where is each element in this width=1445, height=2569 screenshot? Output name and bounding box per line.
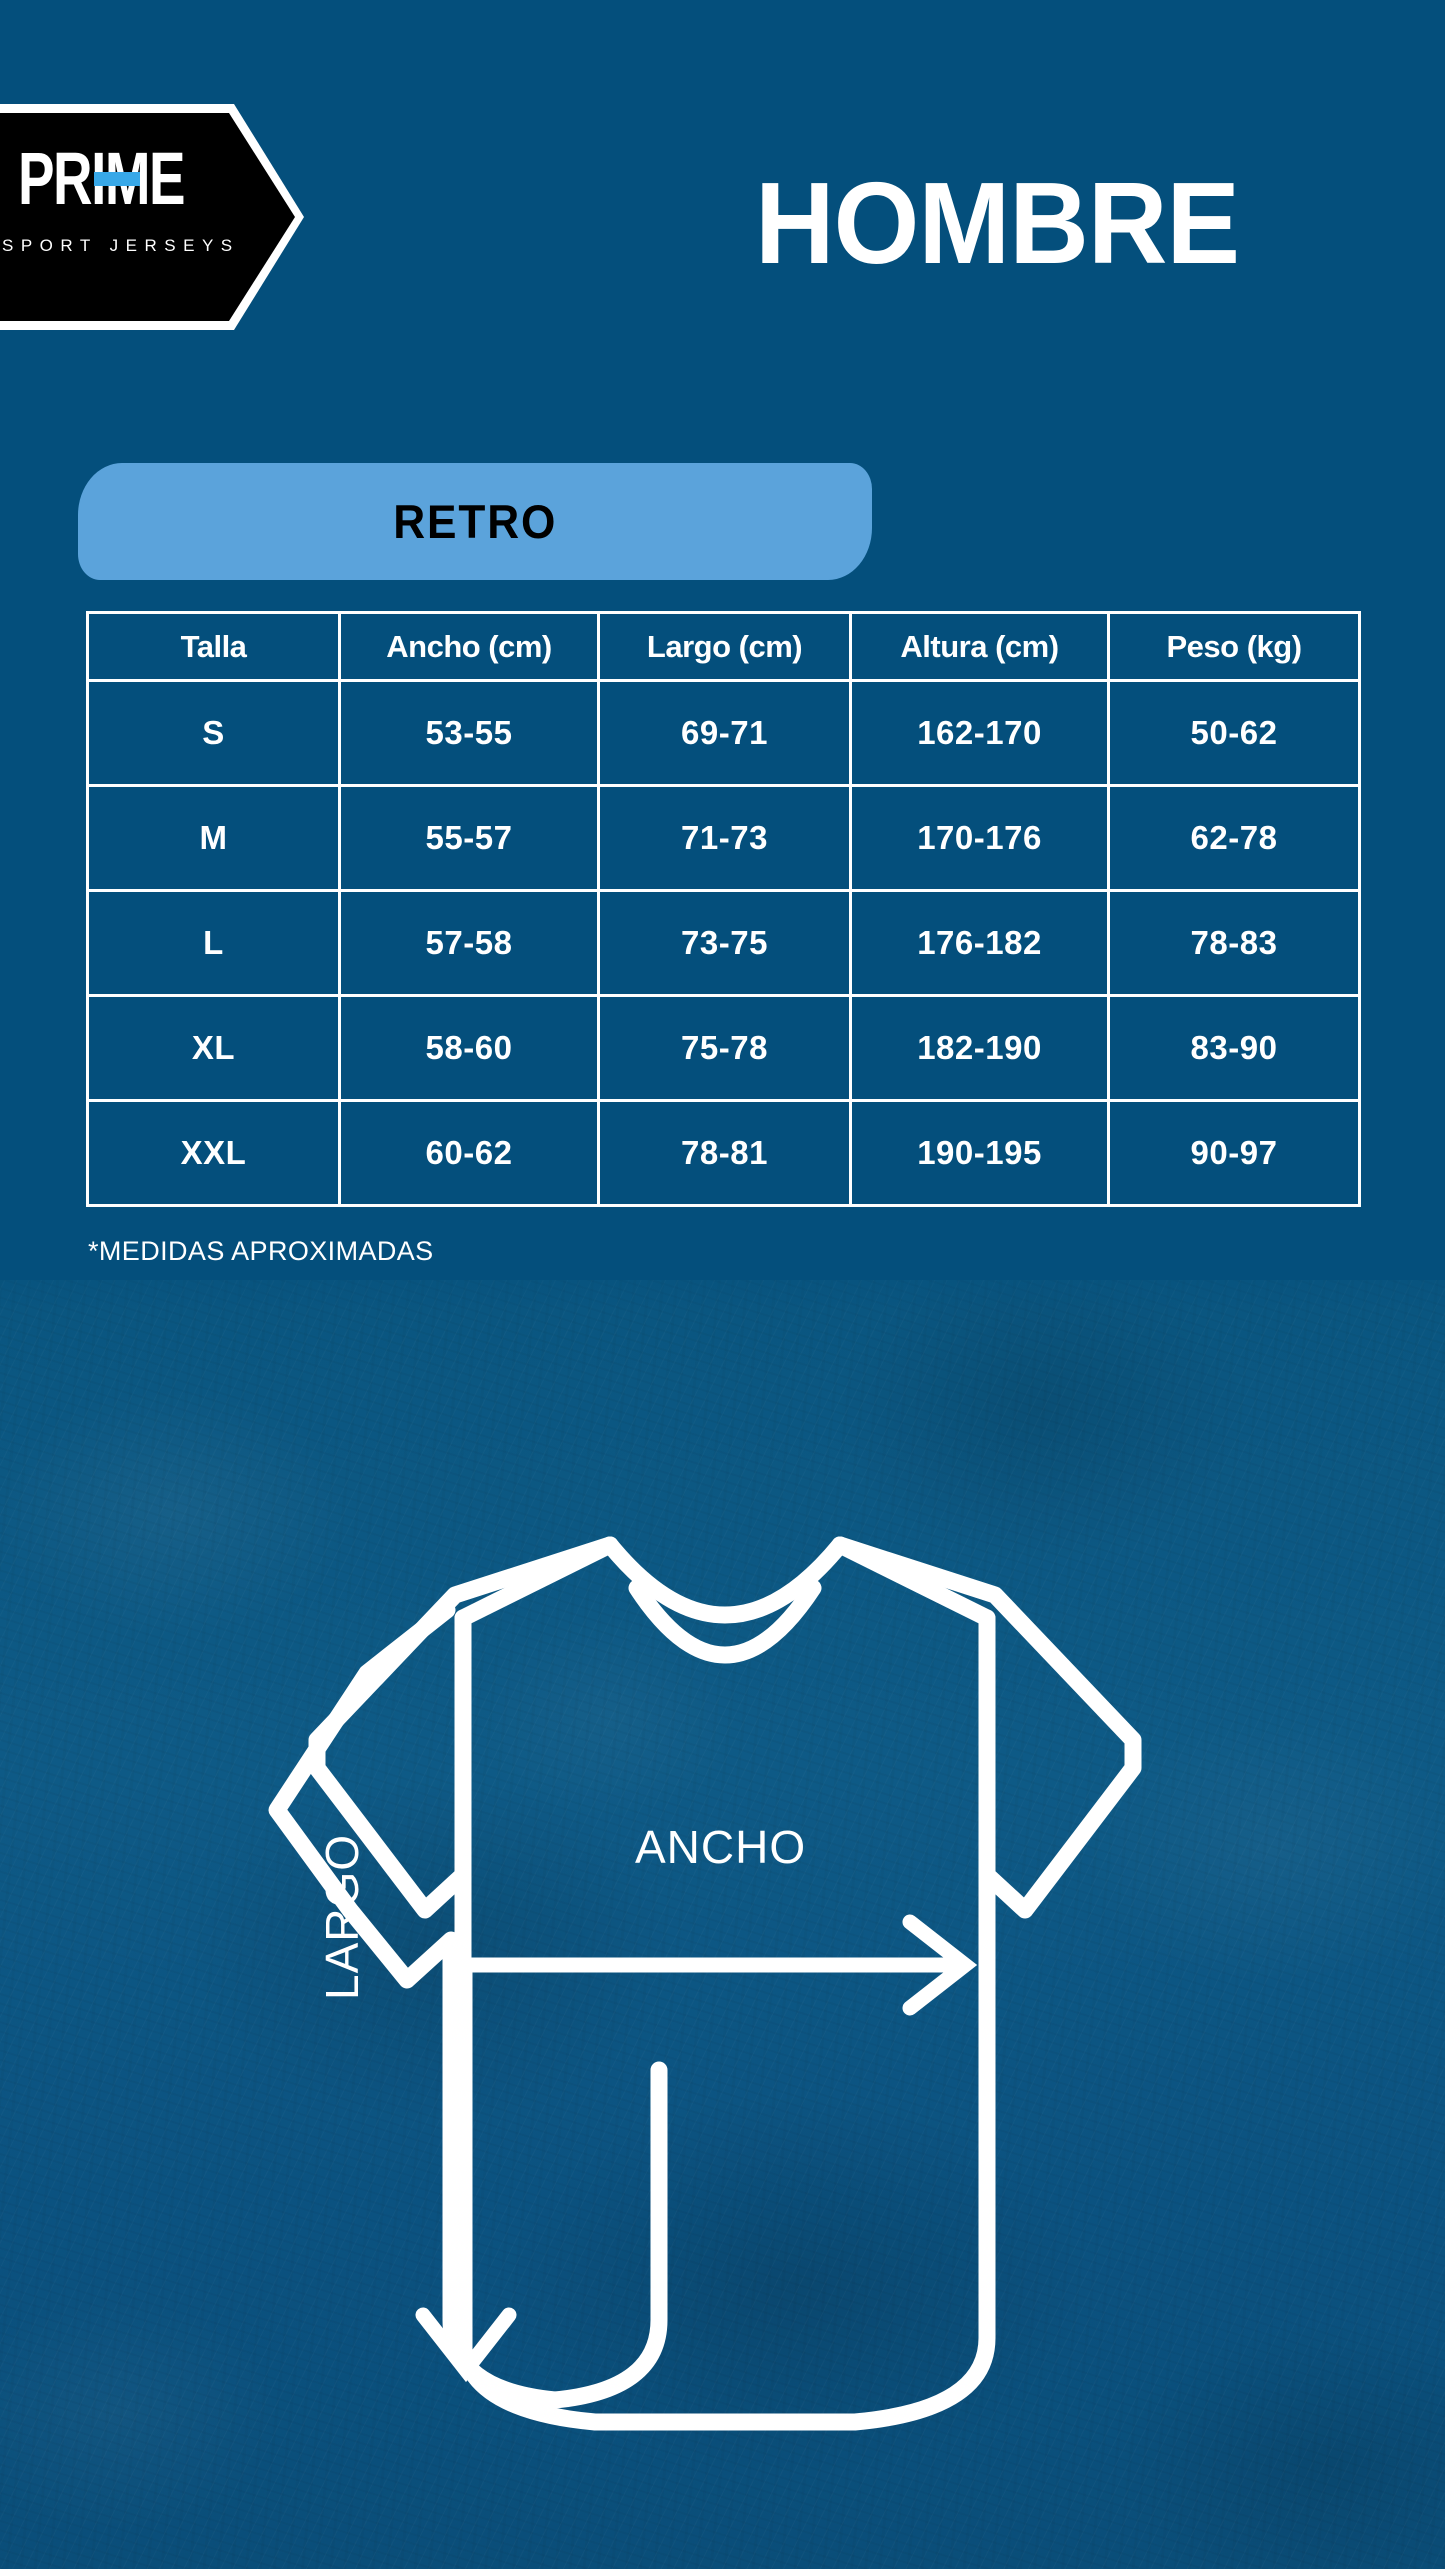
column-header-ancho: Ancho (cm) xyxy=(338,611,600,682)
cell-largo: 78-81 xyxy=(597,1099,852,1207)
tshirt-measurement-diagram: ANCHO LARGO xyxy=(255,1510,1195,2470)
column-header-largo: Largo (cm) xyxy=(597,611,852,682)
table-row: XXL 60-62 78-81 190-195 90-97 xyxy=(86,1099,1361,1207)
cell-altura: 190-195 xyxy=(849,1099,1110,1207)
ancho-arrow-icon xyxy=(447,1914,978,2016)
column-header-peso: Peso (kg) xyxy=(1107,611,1361,682)
cell-ancho: 55-57 xyxy=(338,784,600,892)
cell-peso: 90-97 xyxy=(1107,1099,1361,1207)
column-header-altura: Altura (cm) xyxy=(849,611,1110,682)
cell-size: M xyxy=(86,784,341,892)
largo-arrow-icon xyxy=(415,1962,517,2383)
cell-peso: 83-90 xyxy=(1107,994,1361,1102)
table-row: M 55-57 71-73 170-176 62-78 xyxy=(86,784,1361,892)
page-title: HOMBRE xyxy=(755,158,1240,288)
cell-altura: 176-182 xyxy=(849,889,1110,997)
table-row: XL 58-60 75-78 182-190 83-90 xyxy=(86,994,1361,1102)
cell-largo: 73-75 xyxy=(597,889,852,997)
logo-tagline: SPORT JERSEYS xyxy=(2,236,240,255)
cell-peso: 50-62 xyxy=(1107,679,1361,787)
table-row: L 57-58 73-75 176-182 78-83 xyxy=(86,889,1361,997)
cell-peso: 62-78 xyxy=(1107,784,1361,892)
table-header-row: Talla Ancho (cm) Largo (cm) Altura (cm) … xyxy=(86,611,1361,682)
logo-accent-bar xyxy=(94,172,140,186)
cell-largo: 69-71 xyxy=(597,679,852,787)
cell-peso: 78-83 xyxy=(1107,889,1361,997)
logo-black-plate xyxy=(0,113,295,321)
cell-size: L xyxy=(86,889,341,997)
category-banner: RETRO xyxy=(78,463,872,580)
table-row: S 53-55 69-71 162-170 50-62 xyxy=(86,679,1361,787)
diagram-label-ancho: ANCHO xyxy=(635,1821,807,1873)
tshirt-outline-icon xyxy=(268,1536,1142,2431)
cell-altura: 162-170 xyxy=(849,679,1110,787)
cell-altura: 182-190 xyxy=(849,994,1110,1102)
cell-ancho: 53-55 xyxy=(338,679,600,787)
brand-logo: PRIME SPORT JERSEYS xyxy=(0,104,304,330)
category-banner-label: RETRO xyxy=(392,495,558,548)
cell-ancho: 57-58 xyxy=(338,889,600,997)
measurements-footnote: *MEDIDAS APROXIMADAS xyxy=(88,1236,434,1266)
diagram-label-largo: LARGO xyxy=(316,1833,368,2000)
cell-size: S xyxy=(86,679,341,787)
cell-largo: 75-78 xyxy=(597,994,852,1102)
cell-size: XL xyxy=(86,994,341,1102)
cell-size: XXL xyxy=(86,1099,341,1207)
cell-largo: 71-73 xyxy=(597,784,852,892)
cell-altura: 170-176 xyxy=(849,784,1110,892)
size-table: Talla Ancho (cm) Largo (cm) Altura (cm) … xyxy=(86,611,1361,1207)
cell-ancho: 60-62 xyxy=(338,1099,600,1207)
cell-ancho: 58-60 xyxy=(338,994,600,1102)
column-header-talla: Talla xyxy=(86,611,341,682)
